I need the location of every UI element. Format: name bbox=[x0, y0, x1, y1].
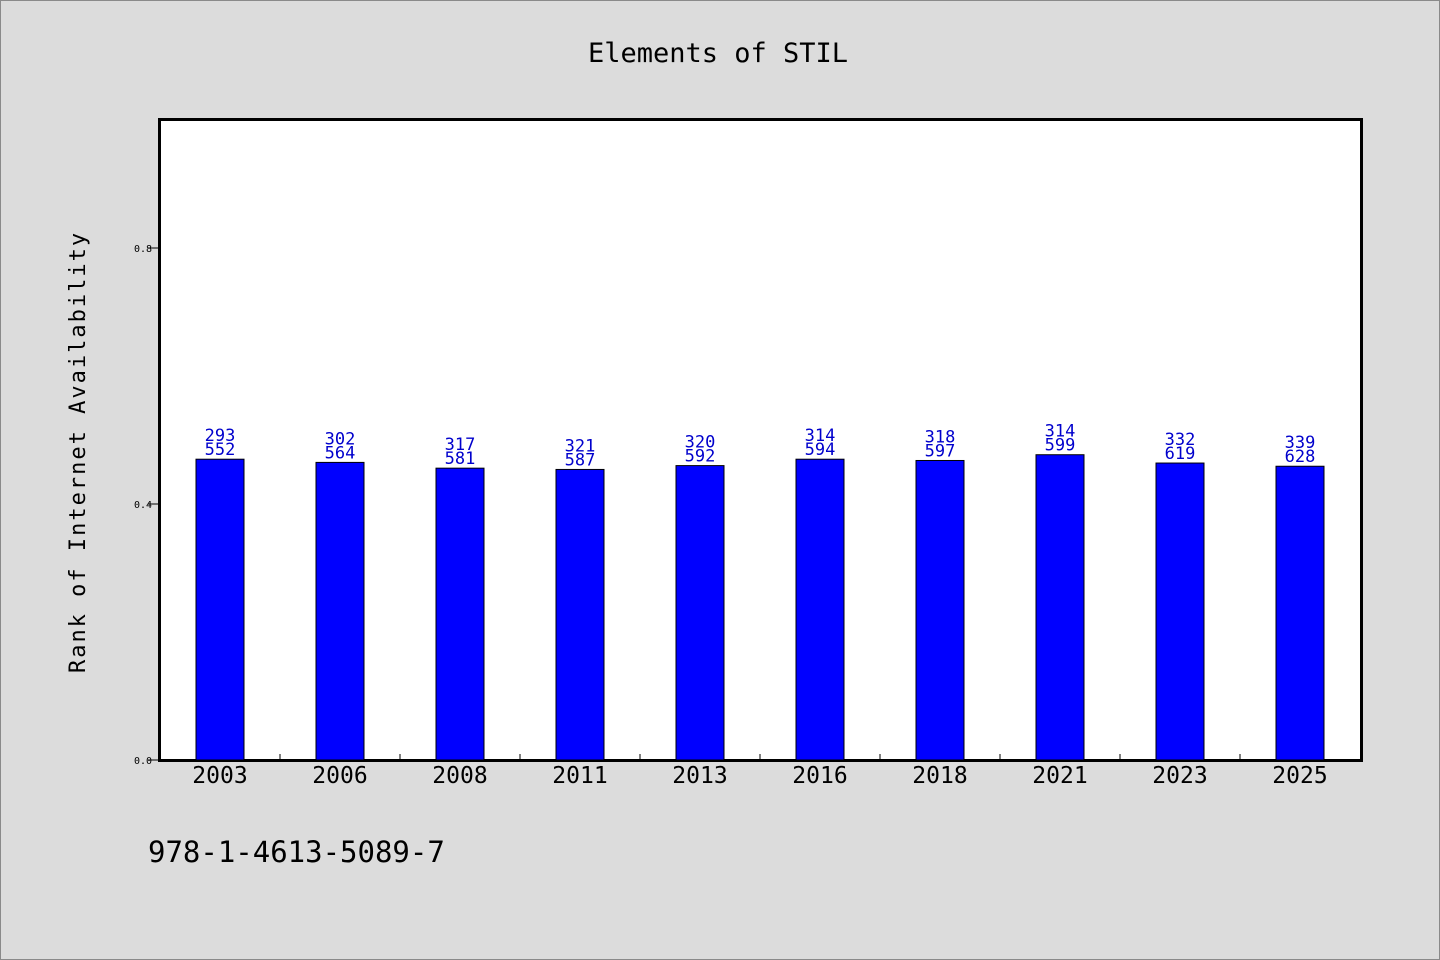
bar-label-numerator: 293 bbox=[205, 426, 236, 446]
x-tick-label: 2021 bbox=[1032, 763, 1087, 789]
bar-label-denominator: 552 bbox=[205, 440, 236, 460]
bar-label-denominator: 564 bbox=[325, 443, 356, 463]
bar bbox=[675, 465, 725, 761]
x-tick-label: 2013 bbox=[672, 763, 727, 789]
bar bbox=[1035, 454, 1085, 761]
bar-label-denominator: 599 bbox=[1045, 436, 1076, 456]
x-tick-label: 2008 bbox=[432, 763, 487, 789]
bar-label-numerator: 317 bbox=[445, 435, 476, 455]
isbn-text: 978-1-4613-5089-7 bbox=[148, 835, 445, 869]
bar bbox=[1275, 465, 1325, 761]
bar-label-numerator: 314 bbox=[805, 426, 836, 446]
bar bbox=[435, 467, 485, 761]
bar bbox=[1155, 462, 1205, 761]
x-tick-label: 2023 bbox=[1152, 763, 1207, 789]
bar-label-denominator: 597 bbox=[925, 441, 956, 461]
bar-label-numerator: 320 bbox=[685, 433, 716, 453]
bar bbox=[915, 459, 965, 761]
y-axis-label: Rank of Internet Availability bbox=[66, 231, 91, 673]
bar bbox=[195, 458, 245, 761]
x-tick-label: 2006 bbox=[312, 763, 367, 789]
bar-series bbox=[195, 454, 1325, 761]
x-tick-label: 2011 bbox=[552, 763, 607, 789]
bar-label-numerator: 314 bbox=[1045, 422, 1076, 442]
y-tick-label: 0.8 bbox=[134, 244, 152, 255]
bar-label-numerator: 339 bbox=[1285, 433, 1316, 453]
bar bbox=[795, 458, 845, 761]
x-tick-label: 2018 bbox=[912, 763, 967, 789]
x-tick-label: 2025 bbox=[1272, 763, 1327, 789]
x-axis: 2003 2006 2008 2011 2013 2016 2018 2021 2023 2025 bbox=[192, 754, 1328, 789]
bar-label-numerator: 302 bbox=[325, 429, 356, 449]
x-tick-label: 2016 bbox=[792, 763, 847, 789]
y-axis: 0.0 0.4 0.8 bbox=[134, 244, 160, 767]
bar-label-denominator: 592 bbox=[685, 447, 716, 467]
y-tick-label: 0.0 bbox=[134, 756, 152, 767]
bar bbox=[315, 461, 365, 761]
bar-label-denominator: 587 bbox=[565, 450, 596, 470]
bar-label-denominator: 619 bbox=[1165, 444, 1196, 464]
bar-label-numerator: 332 bbox=[1165, 430, 1196, 450]
bar-label-numerator: 318 bbox=[925, 427, 956, 447]
bar-label-denominator: 581 bbox=[445, 449, 476, 469]
bar-label-denominator: 594 bbox=[805, 440, 836, 460]
chart-title: Elements of STIL bbox=[588, 38, 848, 69]
bar-label-denominator: 628 bbox=[1285, 447, 1316, 467]
y-tick-label: 0.4 bbox=[134, 500, 152, 511]
bar-label-numerator: 321 bbox=[565, 436, 596, 456]
x-tick-label: 2003 bbox=[192, 763, 247, 789]
bar bbox=[555, 468, 605, 761]
